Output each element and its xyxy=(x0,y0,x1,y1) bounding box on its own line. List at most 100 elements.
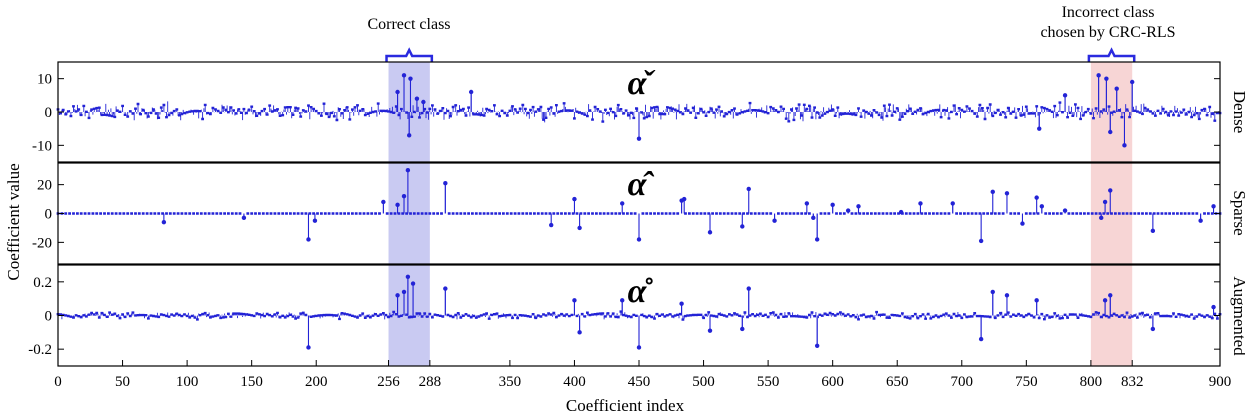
x-tick-label: 600 xyxy=(821,374,844,390)
y-tick-label: 0 xyxy=(45,207,53,223)
spike-marker xyxy=(1004,293,1010,298)
spike-marker xyxy=(1108,293,1113,298)
x-tick-label: 400 xyxy=(563,374,586,390)
x-tick-label: 800 xyxy=(1080,374,1103,390)
spike-marker xyxy=(811,215,816,221)
spike-marker xyxy=(161,219,167,225)
spike-marker xyxy=(1062,93,1068,98)
y-axis-label: Coefficient value xyxy=(4,163,23,280)
spike-marker xyxy=(381,199,386,205)
spike-marker xyxy=(1039,204,1045,209)
sparse-alpha-symbol: α̂ xyxy=(628,166,655,203)
x-tick-label: 350 xyxy=(499,374,522,390)
x-tick-label: 650 xyxy=(886,374,909,390)
spike-marker xyxy=(401,193,407,199)
spike-marker xyxy=(1150,228,1156,234)
spike-marker xyxy=(405,274,411,279)
spike-marker xyxy=(1020,221,1025,226)
x-tick-label: 50 xyxy=(115,374,130,390)
spike-marker xyxy=(918,201,923,206)
dense-alpha-symbol: α̌ xyxy=(628,65,656,102)
spike-marker xyxy=(978,238,984,244)
spike-marker xyxy=(814,237,820,242)
augmented-panel-label: Augmented xyxy=(1230,276,1245,356)
spike-marker xyxy=(1108,129,1113,135)
spike-marker xyxy=(421,99,426,105)
spike-marker xyxy=(856,204,861,209)
spike-marker xyxy=(990,289,995,295)
spike-marker xyxy=(1099,215,1104,221)
spike-marker xyxy=(707,230,713,235)
spike-marker xyxy=(707,328,713,333)
spike-marker xyxy=(740,326,745,332)
spike-marker xyxy=(401,73,407,78)
correct-class-label: Correct class xyxy=(367,16,450,33)
spike-marker xyxy=(572,298,577,303)
spike-marker xyxy=(746,286,751,291)
spike-marker xyxy=(1034,195,1039,200)
spike-marker xyxy=(772,218,777,223)
spike-marker xyxy=(1034,298,1039,303)
spike-marker xyxy=(1102,199,1108,205)
spike-marker xyxy=(950,201,955,206)
x-tick-label: 100 xyxy=(176,374,199,390)
spike-marker xyxy=(978,336,984,342)
spike-marker xyxy=(405,168,411,173)
spike-marker xyxy=(1114,86,1119,91)
spike-marker xyxy=(468,89,474,95)
x-axis-label: Coefficient index xyxy=(566,396,685,415)
spike-marker xyxy=(1104,76,1109,81)
sparse-panel-label: Sparse xyxy=(1230,190,1245,235)
x-tick-label: 900 xyxy=(1209,374,1232,390)
spike-marker xyxy=(414,96,420,101)
x-tick-label: 832 xyxy=(1121,374,1144,390)
spike-marker xyxy=(804,201,810,206)
x-tick-label: 288 xyxy=(419,374,442,390)
x-tick-label: 0 xyxy=(54,374,62,390)
spike-marker xyxy=(395,202,400,208)
x-tick-label: 750 xyxy=(1015,374,1038,390)
spike-marker xyxy=(443,181,448,186)
spike-marker xyxy=(1122,143,1127,148)
spike-marker xyxy=(620,201,625,206)
spike-marker xyxy=(636,345,642,350)
spike-marker xyxy=(990,189,995,195)
spike-marker xyxy=(572,196,577,202)
x-tick-label: 550 xyxy=(757,374,780,390)
spike-marker xyxy=(830,202,835,208)
spike-marker xyxy=(1062,208,1068,213)
spike-marker xyxy=(746,186,751,192)
y-tick-label: -0.2 xyxy=(28,342,52,358)
spike-marker xyxy=(1130,79,1135,85)
x-tick-label: 200 xyxy=(305,374,328,390)
spike-marker xyxy=(898,209,904,215)
x-tick-label: 150 xyxy=(240,374,263,390)
y-tick-label: 20 xyxy=(37,178,52,194)
spike-marker xyxy=(1211,304,1216,310)
incorrect-class-label-line2: chosen by CRC-RLS xyxy=(1040,24,1175,41)
y-tick-label: 0 xyxy=(45,105,53,121)
y-tick-label: 0.2 xyxy=(33,275,52,291)
augmented-alpha-symbol: α̊ xyxy=(628,273,654,310)
spike-marker xyxy=(1211,204,1216,209)
y-tick-label: -20 xyxy=(32,235,52,251)
spike-marker xyxy=(395,293,400,298)
spike-marker xyxy=(443,286,448,291)
spike-marker xyxy=(620,298,625,303)
spike-marker xyxy=(312,218,318,223)
spike-marker xyxy=(740,224,745,229)
spike-marker xyxy=(549,222,554,228)
spike-marker xyxy=(241,215,247,221)
highlight-brace-0 xyxy=(385,47,434,62)
spike-marker xyxy=(814,343,820,348)
spike-marker xyxy=(636,136,642,141)
spike-marker xyxy=(1198,218,1203,223)
incorrect-class-label-line1: Incorrect class xyxy=(1062,4,1155,21)
y-tick-label: 0 xyxy=(45,309,53,325)
spike-marker xyxy=(406,133,412,138)
spike-marker xyxy=(410,281,416,286)
spike-marker xyxy=(395,89,400,95)
spike-marker xyxy=(636,237,642,242)
